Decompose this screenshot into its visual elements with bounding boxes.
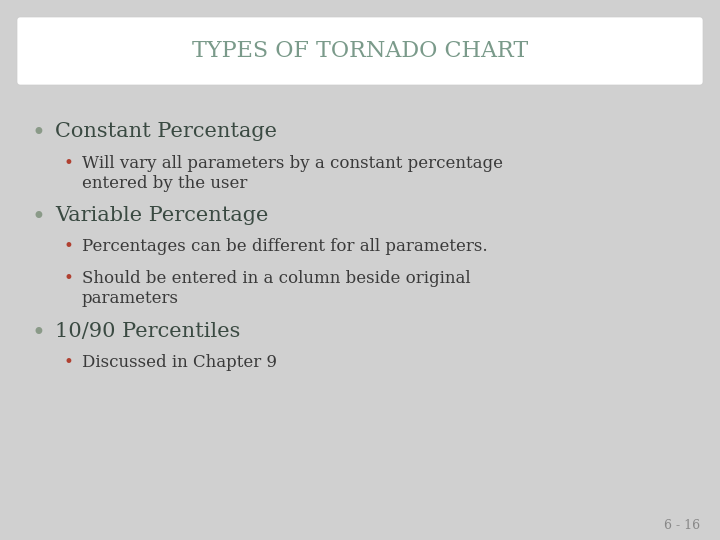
Text: •: • <box>63 270 73 287</box>
Text: •: • <box>63 238 73 255</box>
Text: Will vary all parameters by a constant percentage
entered by the user: Will vary all parameters by a constant p… <box>82 155 503 192</box>
Text: 10/90 Percentiles: 10/90 Percentiles <box>55 322 240 341</box>
Text: TYPES OF TORNADO CHART: TYPES OF TORNADO CHART <box>192 40 528 62</box>
Text: Constant Percentage: Constant Percentage <box>55 122 277 141</box>
Text: •: • <box>31 122 45 145</box>
Text: •: • <box>63 155 73 172</box>
Text: Should be entered in a column beside original
parameters: Should be entered in a column beside ori… <box>82 270 471 307</box>
Text: Discussed in Chapter 9: Discussed in Chapter 9 <box>82 354 277 371</box>
Text: •: • <box>63 354 73 371</box>
Text: •: • <box>31 322 45 345</box>
Text: Variable Percentage: Variable Percentage <box>55 206 269 225</box>
Text: 6 - 16: 6 - 16 <box>664 519 700 532</box>
FancyBboxPatch shape <box>17 17 703 85</box>
Text: Percentages can be different for all parameters.: Percentages can be different for all par… <box>82 238 487 255</box>
Text: •: • <box>31 206 45 229</box>
